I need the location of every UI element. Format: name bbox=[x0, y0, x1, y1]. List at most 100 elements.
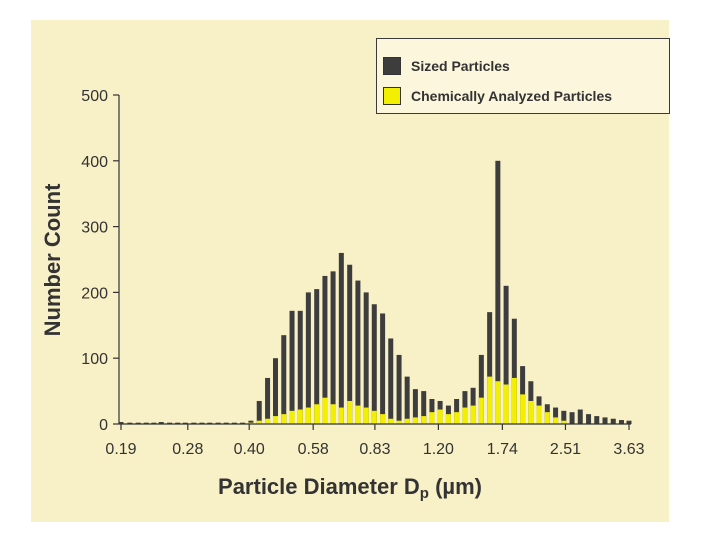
y-tick-label: 300 bbox=[81, 220, 108, 237]
y-tick-label: 100 bbox=[81, 351, 108, 368]
analyzed-particles-bar bbox=[520, 394, 526, 424]
ticks-layer: 0 100 200 300 400 500 0.19 0.28 0.40 0.58 0.83 1.20… bbox=[81, 88, 644, 458]
sized-particles-bar bbox=[396, 354, 402, 424]
x-tick-label: 1.20 bbox=[423, 441, 454, 458]
legend-label-sized: Sized Particles bbox=[411, 58, 510, 74]
analyzed-particles-bar bbox=[421, 416, 427, 424]
analyzed-particles-bar bbox=[429, 412, 435, 424]
sized-particles-bar bbox=[143, 422, 149, 424]
sized-particles-bar bbox=[338, 252, 344, 424]
sized-particles-bar bbox=[561, 410, 567, 424]
x-axis-title: Particle Diameter Dp (µm) bbox=[31, 474, 669, 502]
analyzed-particles-bar bbox=[404, 418, 410, 424]
sized-particles-bar bbox=[135, 422, 141, 424]
sized-particles-bar bbox=[167, 422, 173, 424]
sized-particles-bar bbox=[511, 318, 517, 424]
x-tick-label: 0.83 bbox=[359, 441, 390, 458]
analyzed-particles-bar bbox=[470, 405, 476, 424]
sized-particles-bar bbox=[256, 400, 262, 424]
sized-particles-bar bbox=[118, 422, 124, 424]
sized-particles-bar bbox=[231, 422, 237, 424]
sized-particles-bar bbox=[610, 418, 616, 424]
legend-swatch-analyzed bbox=[383, 87, 401, 105]
x-axis-title-sub: p bbox=[419, 485, 429, 502]
analyzed-particles-bar bbox=[256, 420, 262, 424]
y-axis-title: Number Count bbox=[40, 183, 65, 336]
sized-particles-bar bbox=[412, 389, 418, 424]
sized-particles-bar bbox=[388, 338, 394, 424]
bars-layer bbox=[118, 160, 632, 425]
analyzed-particles-bar bbox=[330, 404, 336, 424]
analyzed-particles-bar bbox=[511, 377, 517, 424]
sized-particles-bar bbox=[577, 409, 583, 424]
analyzed-particles-bar bbox=[388, 418, 394, 424]
sized-particles-bar bbox=[347, 264, 353, 424]
sized-particles-bar bbox=[240, 422, 246, 424]
y-tick-label: 400 bbox=[81, 154, 108, 171]
analyzed-particles-bar bbox=[273, 416, 278, 424]
sized-particles-bar bbox=[281, 335, 287, 424]
sized-particles-bar bbox=[553, 407, 559, 424]
legend-item-sized: Sized Particles bbox=[383, 57, 510, 75]
analyzed-particles-bar bbox=[495, 381, 501, 424]
analyzed-particles-bar bbox=[503, 384, 509, 424]
sized-particles-bar bbox=[223, 422, 229, 424]
legend: Sized Particles Chemically Analyzed Part… bbox=[376, 38, 670, 114]
analyzed-particles-bar bbox=[248, 422, 254, 424]
sized-particles-bar bbox=[215, 422, 221, 424]
analyzed-particles-bar bbox=[437, 409, 443, 424]
legend-swatch-sized bbox=[383, 57, 401, 75]
analyzed-particles-bar bbox=[338, 407, 344, 424]
analyzed-particles-bar bbox=[445, 414, 451, 424]
sized-particles-bar bbox=[404, 376, 410, 424]
sized-particles-bar bbox=[158, 422, 164, 424]
sized-particles-bar bbox=[248, 420, 254, 424]
sized-particles-bar bbox=[273, 358, 278, 424]
analyzed-particles-bar bbox=[412, 417, 418, 424]
analyzed-particles-bar bbox=[544, 412, 550, 424]
sized-particles-bar bbox=[569, 412, 575, 424]
sized-particles-bar bbox=[380, 313, 386, 424]
chart-panel: 0 100 200 300 400 500 0.19 0.28 0.40 0.58 0.83 1.20… bbox=[31, 20, 670, 522]
x-tick-label: 0.58 bbox=[298, 441, 329, 458]
analyzed-particles-bar bbox=[380, 414, 386, 424]
sized-particles-bar bbox=[429, 399, 435, 424]
analyzed-particles-bar bbox=[363, 407, 369, 424]
sized-particles-bar bbox=[586, 414, 592, 424]
x-axis-title-unit: (µm) bbox=[435, 474, 482, 499]
sized-particles-bar bbox=[207, 422, 213, 424]
analyzed-particles-bar bbox=[487, 376, 493, 424]
sized-particles-bar bbox=[487, 312, 493, 424]
y-tick-label: 0 bbox=[99, 417, 108, 434]
sized-particles-bar bbox=[454, 399, 460, 424]
analyzed-particles-bar bbox=[297, 409, 303, 424]
x-tick-label: 0.19 bbox=[105, 441, 136, 458]
x-tick-label: 2.51 bbox=[550, 441, 581, 458]
sized-particles-bar bbox=[594, 416, 600, 424]
y-tick-label: 500 bbox=[81, 88, 108, 105]
sized-particles-bar bbox=[191, 422, 197, 424]
sized-particles-bar bbox=[478, 354, 484, 424]
sized-particles-bar bbox=[330, 271, 336, 424]
sized-particles-bar bbox=[322, 275, 328, 424]
sized-particles-bar bbox=[175, 422, 181, 424]
sized-particles-bar bbox=[626, 420, 632, 424]
analyzed-particles-bar bbox=[347, 400, 353, 424]
sized-particles-bar bbox=[355, 280, 361, 424]
analyzed-particles-bar bbox=[265, 418, 271, 424]
chart-plot: 0 100 200 300 400 500 0.19 0.28 0.40 0.58 0.83 1.20… bbox=[40, 88, 645, 458]
analyzed-particles-bar bbox=[281, 414, 287, 424]
x-tick-label: 0.40 bbox=[234, 441, 265, 458]
analyzed-particles-bar bbox=[322, 397, 328, 424]
x-tick-label: 1.74 bbox=[487, 441, 518, 458]
sized-particles-bar bbox=[363, 292, 369, 424]
x-tick-label: 3.63 bbox=[613, 441, 644, 458]
sized-particles-bar bbox=[495, 160, 501, 425]
sized-particles-bar bbox=[314, 289, 320, 424]
analyzed-particles-bar bbox=[289, 410, 295, 424]
x-tick-label: 0.28 bbox=[172, 441, 203, 458]
sized-particles-bar bbox=[371, 304, 377, 424]
sized-particles-bar bbox=[127, 422, 133, 424]
sized-particles-bar bbox=[182, 422, 188, 424]
analyzed-particles-bar bbox=[396, 420, 402, 424]
